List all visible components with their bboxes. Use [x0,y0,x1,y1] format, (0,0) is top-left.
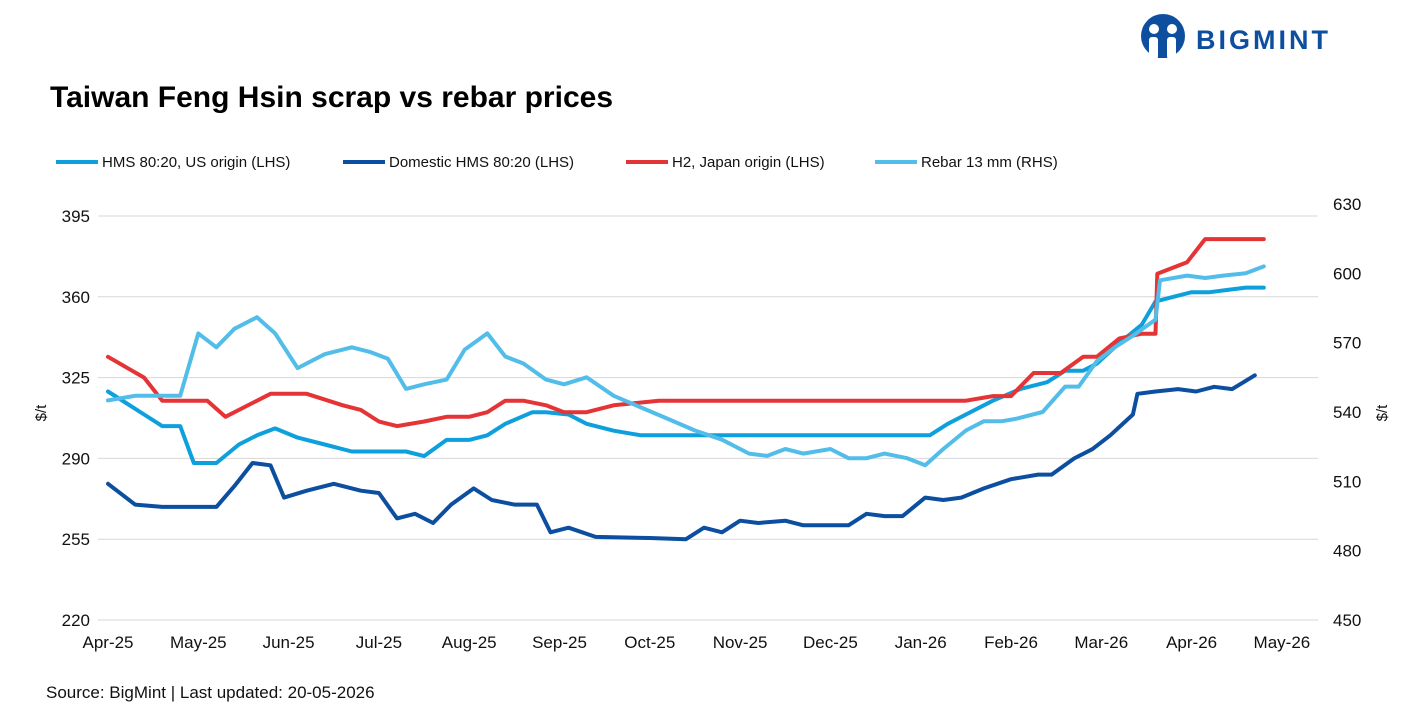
legend-label: HMS 80:20, US origin (LHS) [102,154,290,171]
logo-icon [1141,14,1185,59]
y-tick-left: 395 [62,207,90,226]
x-tick: Sep-25 [532,633,587,652]
y-tick-left: 220 [62,611,90,630]
x-tick: Dec-25 [803,633,858,652]
x-tick: Jun-25 [263,633,315,652]
y-tick-right: 510 [1333,472,1361,491]
x-tick: Jul-25 [356,633,402,652]
x-tick: Mar-26 [1074,633,1128,652]
y-tick-left: 325 [62,369,90,388]
legend-label: Rebar 13 mm (RHS) [921,154,1058,171]
y-axis-left-ticks: 220 255 290 325 360 395 [62,207,90,630]
y-tick-left: 255 [62,530,90,549]
x-tick: Apr-25 [82,633,133,652]
legend-item: H2, Japan origin (LHS) [626,154,825,171]
y-tick-right: 540 [1333,403,1361,422]
series-line-3 [106,237,1266,429]
legend-label: Domestic HMS 80:20 (LHS) [389,154,574,171]
source-note: Source: BigMint | Last updated: 20-05-20… [46,683,375,702]
legend-label: H2, Japan origin (LHS) [672,154,825,171]
x-tick: Apr-26 [1166,633,1217,652]
x-tick: May-26 [1254,633,1311,652]
y-tick-right: 570 [1333,334,1361,353]
series-line-2 [106,373,1257,542]
y-axis-right-ticks: 450 480 510 540 570 600 630 [1333,195,1361,630]
y-tick-left: 360 [62,288,90,307]
y-axis-right-title: $/t [1374,404,1391,422]
gridlines [98,215,1318,621]
x-tick: Jan-26 [895,633,947,652]
series-line-4 [106,264,1266,468]
y-tick-right: 630 [1333,195,1361,214]
y-tick-right: 480 [1333,542,1361,561]
brand-name: BIGMINT [1196,25,1331,55]
brand-logo: BIGMINT [1141,14,1331,59]
legend-item: Domestic HMS 80:20 (LHS) [343,154,574,171]
series-line-1 [106,285,1266,465]
x-tick: Aug-25 [442,633,497,652]
legend-item: Rebar 13 mm (RHS) [875,154,1058,171]
x-tick: Feb-26 [984,633,1038,652]
y-axis-left-title: $/t [33,404,50,422]
series-layer [106,237,1266,542]
legend-item: HMS 80:20, US origin (LHS) [56,154,290,171]
y-tick-right: 600 [1333,264,1361,283]
y-tick-left: 290 [62,449,90,468]
x-tick: May-25 [170,633,227,652]
x-tick: Oct-25 [624,633,675,652]
y-tick-right: 450 [1333,611,1361,630]
x-tick: Nov-25 [713,633,768,652]
legend: HMS 80:20, US origin (LHS) Domestic HMS 8… [56,154,1058,171]
chart-title: Taiwan Feng Hsin scrap vs rebar prices [50,81,613,114]
x-axis-ticks: Apr-25 May-25 Jun-25 Jul-25 Aug-25 Sep-25 Oct-… [82,633,1310,652]
